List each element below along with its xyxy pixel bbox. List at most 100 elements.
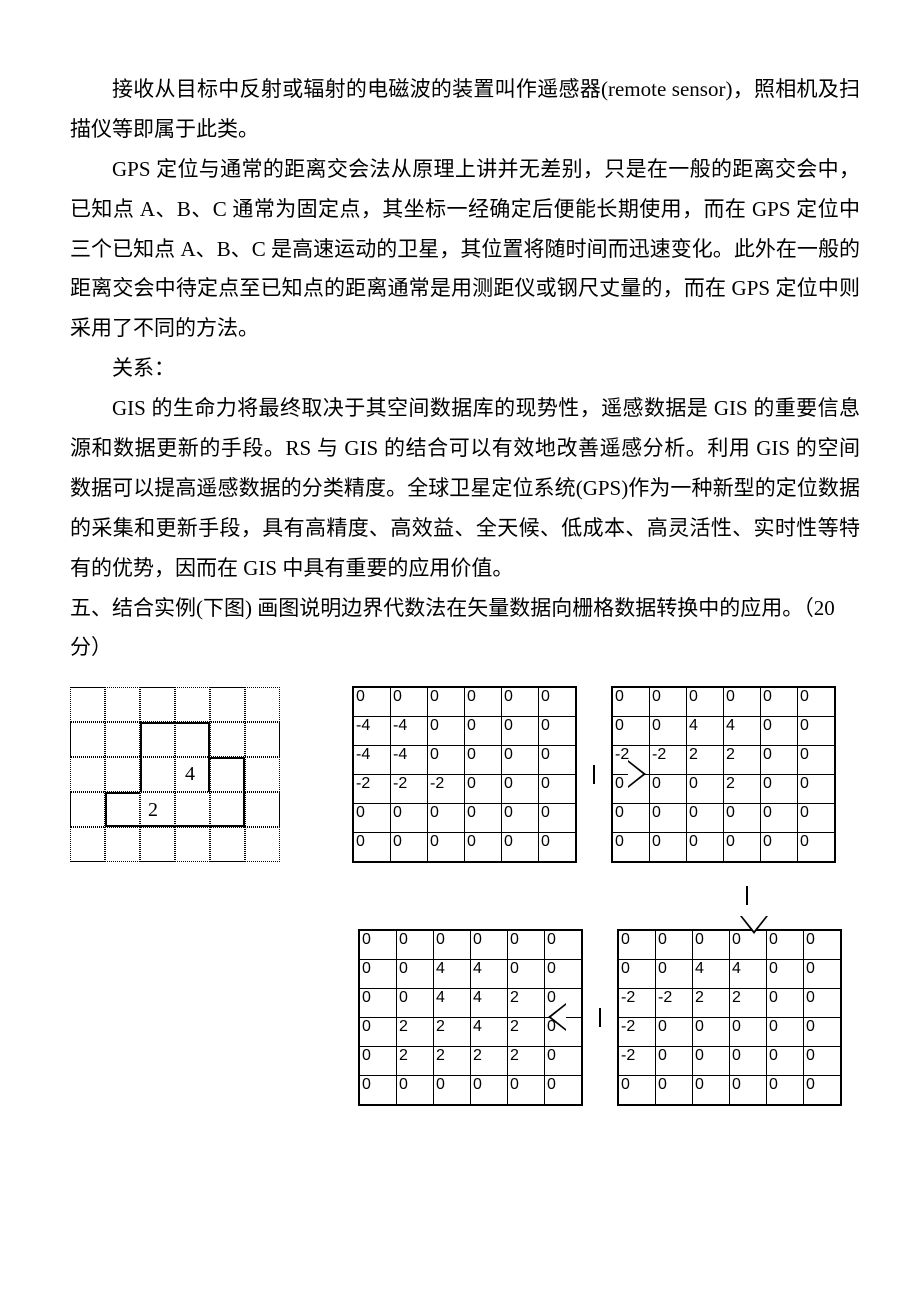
grid-cell: 0 [804, 989, 842, 1018]
grid-cell: 0 [618, 930, 656, 960]
grid-cell: 4 [471, 1018, 508, 1047]
diagram-row-bottom: 000000004400004420022420022220000000 000… [70, 929, 860, 1106]
grid-cell: 0 [761, 746, 798, 775]
grid-cell: 0 [434, 930, 471, 960]
grid-cell: 0 [804, 930, 842, 960]
grid-cell: 2 [397, 1047, 434, 1076]
grid-cell: 0 [545, 930, 583, 960]
grid-cell: 4 [724, 717, 761, 746]
grid-1: 000000-4-40000-4-40000-2-2-2000000000000… [352, 686, 577, 863]
grid-cell: 0 [502, 687, 539, 717]
grid-cell: 0 [465, 775, 502, 804]
grid-cell: 0 [545, 960, 583, 989]
grid-cell: 0 [798, 746, 836, 775]
grid-cell: 0 [428, 804, 465, 833]
paragraph-relation-label: 关系： [70, 349, 860, 389]
grid-cell: 0 [612, 833, 650, 863]
grid-cell: 0 [428, 746, 465, 775]
grid-cell: 0 [465, 746, 502, 775]
grid-cell: 4 [434, 989, 471, 1018]
arrow-left-icon [599, 1009, 601, 1027]
grid-cell: 0 [359, 960, 397, 989]
grid-cell: 0 [465, 687, 502, 717]
polygon-label-2: 2 [148, 799, 158, 822]
grid-cell: 0 [508, 930, 545, 960]
grid-cell: 0 [471, 930, 508, 960]
grid-cell: 0 [428, 833, 465, 863]
grid-cell: 0 [804, 960, 842, 989]
grid-cell: 0 [693, 930, 730, 960]
grid-cell: 4 [730, 960, 767, 989]
grid-cell: 0 [761, 717, 798, 746]
grid-cell: 0 [428, 687, 465, 717]
polygon-label-4: 4 [185, 763, 195, 786]
grid-cell: 0 [798, 833, 836, 863]
grid-cell: 0 [353, 833, 391, 863]
grid-cell: 0 [687, 775, 724, 804]
grid-cell: 0 [612, 687, 650, 717]
grid-cell: 0 [730, 1076, 767, 1106]
grid-cell: 2 [693, 989, 730, 1018]
grid-cell: 4 [434, 960, 471, 989]
grid-cell: 0 [693, 1076, 730, 1106]
paragraph-remote-sensor: 接收从目标中反射或辐射的电磁波的装置叫作遥感器(remote sensor)，照… [70, 70, 860, 150]
grid-cell: 0 [804, 1047, 842, 1076]
grid-cell: -2 [618, 1047, 656, 1076]
grid-cell: 0 [618, 1076, 656, 1106]
grid-cell: 0 [650, 804, 687, 833]
grid-cell: 0 [545, 1076, 583, 1106]
grid-cell: 0 [656, 1047, 693, 1076]
grid-cell: 0 [798, 804, 836, 833]
grid-cell: 0 [656, 930, 693, 960]
grid-cell: -2 [428, 775, 465, 804]
grid-cell: 4 [471, 960, 508, 989]
vector-polygon-grid: 4 2 [70, 687, 280, 862]
grid-cell: 0 [428, 717, 465, 746]
grid-cell: 0 [397, 989, 434, 1018]
grid-cell: 0 [508, 960, 545, 989]
grid-cell: 0 [471, 1076, 508, 1106]
grid-cell: 2 [724, 775, 761, 804]
grid-cell: 0 [353, 687, 391, 717]
grid-cell: 0 [767, 1076, 804, 1106]
grid-cell: 0 [508, 1076, 545, 1106]
grid-cell: 0 [502, 717, 539, 746]
grid-cell: -4 [353, 746, 391, 775]
grid-cell: 0 [391, 833, 428, 863]
grid-cell: -2 [656, 989, 693, 1018]
grid-cell: 0 [353, 804, 391, 833]
grid-cell: 2 [687, 746, 724, 775]
paragraph-gps: GPS 定位与通常的距离交会法从原理上讲并无差别，只是在一般的距离交会中，已知点… [70, 150, 860, 349]
grid-cell: 0 [693, 1047, 730, 1076]
grid-cell: 0 [730, 930, 767, 960]
grid-cell: 0 [612, 804, 650, 833]
grid-cell: -2 [618, 989, 656, 1018]
grid-cell: 0 [687, 804, 724, 833]
diagram-row-top: 4 2 000000-4-40000-4-40000-2-2-200000000… [70, 686, 860, 863]
grid-cell: 0 [612, 717, 650, 746]
grid-cell: 0 [656, 1076, 693, 1106]
grid-cell: 0 [359, 989, 397, 1018]
grid-cell: 0 [804, 1018, 842, 1047]
grid-cell: -4 [391, 746, 428, 775]
grid-cell: 0 [730, 1018, 767, 1047]
grid-cell: 0 [761, 687, 798, 717]
grid-cell: 0 [465, 804, 502, 833]
grid-cell: 0 [730, 1047, 767, 1076]
grid-cell: 0 [656, 1018, 693, 1047]
arrow-right-icon [593, 766, 595, 784]
grid-cell: 2 [434, 1018, 471, 1047]
grid-cell: 2 [508, 1047, 545, 1076]
grid-cell: 2 [724, 746, 761, 775]
arrow-down-icon [746, 887, 748, 905]
grid-cell: -4 [391, 717, 428, 746]
grid-cell: 0 [798, 775, 836, 804]
grid-cell: 4 [687, 717, 724, 746]
grid-cell: 0 [391, 687, 428, 717]
grid-cell: 0 [397, 930, 434, 960]
grid-cell: 0 [767, 1018, 804, 1047]
grid-cell: 0 [359, 1076, 397, 1106]
grid-cell: 0 [391, 804, 428, 833]
grid-cell: 0 [465, 833, 502, 863]
grid-cell: 0 [650, 833, 687, 863]
